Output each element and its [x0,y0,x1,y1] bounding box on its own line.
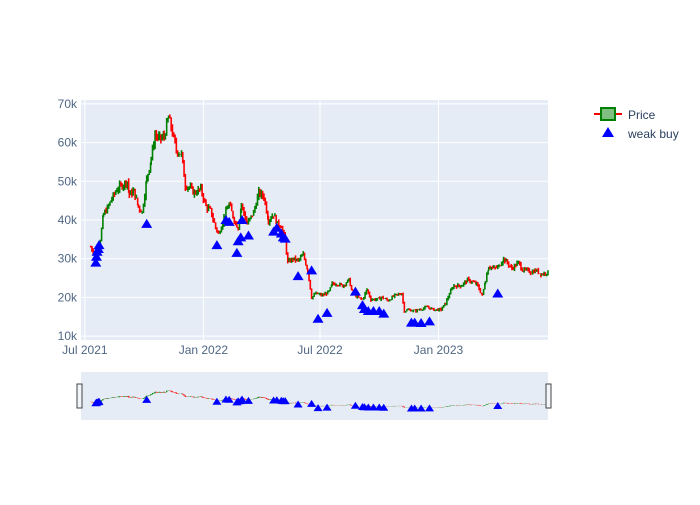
range-slider-markers [91,395,503,412]
slider-weak-buy-marker [307,399,317,407]
slider-weak-buy-marker [368,403,378,411]
weak-buy-marker [292,271,304,281]
weak-buy-marker [378,308,390,318]
slider-weak-buy-marker [322,403,332,411]
weak-buy-marker [236,215,248,224]
slider-weak-buy-marker [410,404,420,412]
x-tick-label: Jul 2021 [62,343,108,357]
slider-weak-buy-marker [493,401,503,409]
legend-item-price[interactable]: Price [594,107,656,122]
y-tick-label: 20k [58,290,78,304]
slider-weak-buy-marker [424,404,434,412]
slider-weak-buy-marker [212,397,222,405]
weak-buy-marker [93,240,105,250]
legend-item-weak-buy[interactable]: weak buy [602,127,679,141]
y-tick-label: 10k [58,329,78,343]
slider-weak-buy-marker [379,403,389,411]
slider-weak-buy-marker [350,401,360,409]
legend-price-swatch [600,107,616,121]
legend: Price weak buy [594,107,679,141]
weak-buy-marker [423,316,435,326]
slider-weak-buy-marker [94,397,104,405]
slider-weak-buy-marker [224,395,234,403]
weak-buy-marker [271,222,283,232]
weak-buy-marker [231,247,243,257]
x-tick-label: Jan 2023 [414,343,464,357]
weak-buy-marker [223,216,235,226]
range-slider-left-handle[interactable] [76,383,83,409]
slider-weak-buy-marker [280,397,290,405]
slider-weak-buy-marker [142,395,152,403]
range-slider-right-handle[interactable] [545,383,552,409]
weak-buy-marker [349,286,361,296]
y-axis-ticks: 10k 20k 30k 40k 50k 60k 70k [58,97,78,343]
y-tick-label: 40k [58,213,78,227]
weak-buy-marker [415,317,427,327]
weak-buy-marker [306,265,318,275]
weak-buy-marker [90,257,102,267]
y-tick-label: 70k [58,97,78,111]
x-tick-label: Jan 2022 [179,343,229,357]
slider-weak-buy-marker [313,404,323,412]
slider-weak-buy-marker [416,404,426,412]
y-tick-label: 50k [58,174,78,188]
weak-buy-marker [141,218,153,228]
weak-buy-markers [90,215,504,327]
range-slider-track[interactable] [81,372,548,420]
weak-buy-marker [279,233,291,243]
x-axis-ticks: Jul 2021 Jan 2022 Jul 2022 Jan 2023 [62,343,463,357]
weak-buy-marker [90,251,102,261]
slider-weak-buy-marker [237,395,247,403]
range-slider[interactable] [76,372,552,420]
weak-buy-marker [492,288,504,298]
legend-weak-buy-label: weak buy [627,127,679,141]
legend-price-label: Price [628,108,656,122]
weak-buy-marker [312,313,324,323]
weak-buy-marker [321,307,333,317]
grid-lines [81,100,548,340]
weak-buy-marker [211,240,223,250]
slider-weak-buy-marker [293,400,303,408]
slider-weak-buy-marker [243,396,253,404]
legend-weak-buy-triangle-icon [602,127,614,137]
y-tick-label: 60k [58,136,78,150]
x-tick-label: Jul 2022 [297,343,343,357]
weak-buy-marker [242,230,254,240]
y-tick-label: 30k [58,252,78,266]
